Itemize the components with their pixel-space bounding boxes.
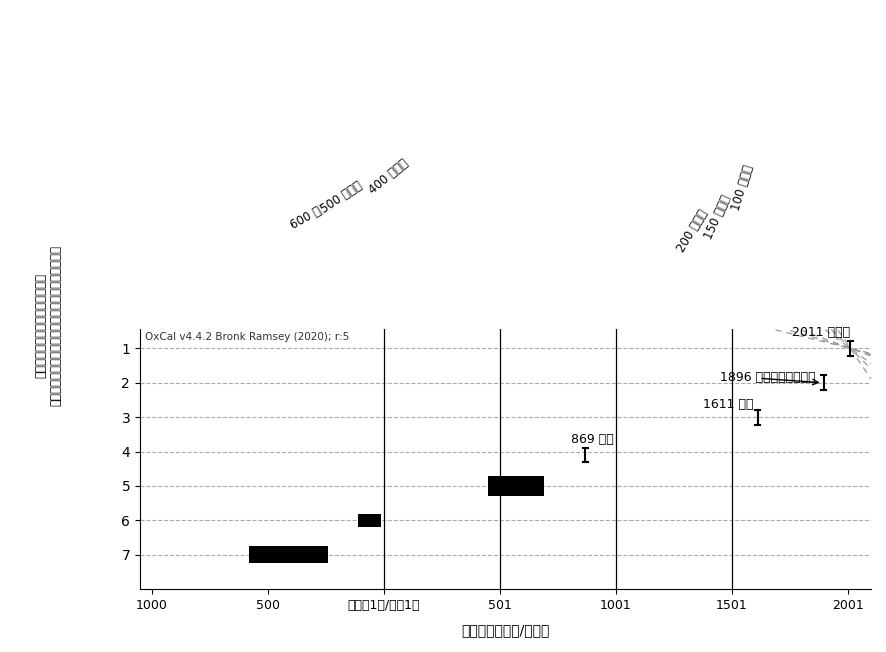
Text: OxCal v4.4.2 Bronk Ramsey (2020); r:5: OxCal v4.4.2 Bronk Ramsey (2020); r:5 [144,332,349,342]
Bar [488,477,544,496]
Text: 100 年間隔: 100 年間隔 [729,164,755,213]
Text: 500 年間隔: 500 年間隔 [319,179,365,216]
Bar [358,514,381,527]
Bar [249,546,328,563]
Text: 600 年間隔: 600 年間隔 [288,198,336,232]
Text: 1611 慶長: 1611 慶長 [703,398,753,411]
Text: 200 年間隔: 200 年間隔 [674,208,710,255]
Text: 400 年間隔: 400 年間隔 [366,157,410,197]
Text: 過去に三陸海岸を襲った巨大津波
便宜上、時代が新しい方から順に番号を付している: 過去に三陸海岸を襲った巨大津波 便宜上、時代が新しい方から順に番号を付している [35,246,63,406]
X-axis label: 暦年代（紀元前/西暦）: 暦年代（紀元前/西暦） [462,623,549,637]
Text: 869 貞観: 869 貞観 [571,433,614,446]
Text: 1896 明治（津波地震）: 1896 明治（津波地震） [720,371,816,384]
Text: 150 年間隔: 150 年間隔 [703,193,734,241]
Text: 2011 東北沖: 2011 東北沖 [792,326,851,339]
